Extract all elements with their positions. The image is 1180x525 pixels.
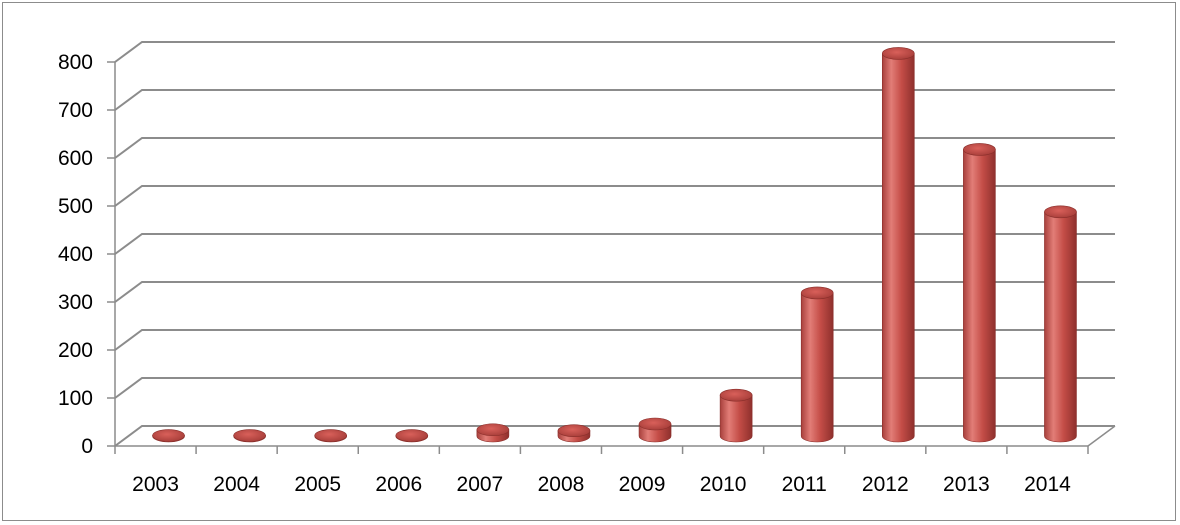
- bar-cap: [557, 424, 591, 438]
- bar: [395, 429, 429, 443]
- x-tick-label: 2014: [1024, 473, 1071, 496]
- bar-cap: [719, 388, 753, 402]
- bar-cap: [638, 417, 672, 431]
- bar: [719, 388, 753, 443]
- x-tick-label: 2006: [375, 473, 422, 496]
- bar: [638, 417, 672, 443]
- y-tick-label: 300: [58, 291, 93, 314]
- bar: [881, 47, 915, 443]
- bar-cap: [800, 286, 834, 300]
- bar-cap: [395, 429, 429, 442]
- x-tick-label: 2008: [538, 473, 585, 496]
- x-tick-label: 2011: [782, 473, 827, 496]
- bar-cap: [1044, 205, 1077, 219]
- y-tick-label: 400: [58, 243, 93, 266]
- bar-cap: [963, 143, 996, 156]
- y-tick-label: 700: [58, 99, 93, 122]
- bar: [557, 424, 591, 443]
- bar: [476, 423, 510, 443]
- bar-body: [963, 149, 996, 443]
- x-tick-label: 2004: [213, 473, 260, 496]
- bar-cap: [233, 429, 266, 442]
- gridline: [114, 89, 1115, 111]
- gridline: [114, 233, 1115, 255]
- bar-cap: [881, 47, 915, 60]
- bars: [152, 47, 1077, 443]
- bar-body: [719, 394, 753, 443]
- bar-cap: [476, 423, 510, 437]
- x-tick-label: 2012: [862, 473, 909, 496]
- bar: [152, 429, 185, 443]
- gridline: [114, 425, 1115, 447]
- bar: [233, 429, 266, 443]
- bar: [1044, 205, 1077, 443]
- y-tick-label: 600: [58, 147, 93, 170]
- x-tick-label: 2009: [619, 473, 666, 496]
- gridline: [114, 329, 1115, 351]
- gridline: [114, 185, 1115, 207]
- x-axis-ticks: 2003 2004 2005 2006 2007 2008 2009 2010 2011 2012…: [132, 473, 1071, 496]
- bar-body: [800, 292, 834, 443]
- gridline: [114, 281, 1115, 303]
- y-tick-label: 500: [58, 195, 93, 218]
- y-tick-label: 0: [81, 435, 93, 458]
- x-tick-label: 2010: [700, 473, 747, 496]
- y-tick-label: 800: [58, 51, 93, 74]
- y-axis-ticks: 0 100 200 300 400 500 600 700 800: [58, 51, 93, 458]
- bar-body: [1044, 211, 1077, 443]
- gridline: [114, 137, 1115, 159]
- x-tick-label: 2005: [294, 473, 341, 496]
- axes: [107, 61, 1116, 454]
- bar-body: [881, 53, 915, 443]
- gridline: [114, 377, 1115, 399]
- gridline: [114, 41, 1115, 63]
- grid-lines: [114, 41, 1115, 447]
- bar: [963, 143, 996, 443]
- x-tick-label: 2013: [943, 473, 990, 496]
- x-tick-label: 2003: [132, 473, 179, 496]
- y-tick-label: 200: [58, 339, 93, 362]
- x-tick-label: 2007: [457, 473, 504, 496]
- bar: [314, 429, 348, 443]
- bar: [800, 286, 834, 443]
- bar-cap: [152, 429, 185, 442]
- floor-edge: [1087, 425, 1116, 447]
- bar-cap: [314, 429, 348, 442]
- y-tick-label: 100: [58, 387, 93, 410]
